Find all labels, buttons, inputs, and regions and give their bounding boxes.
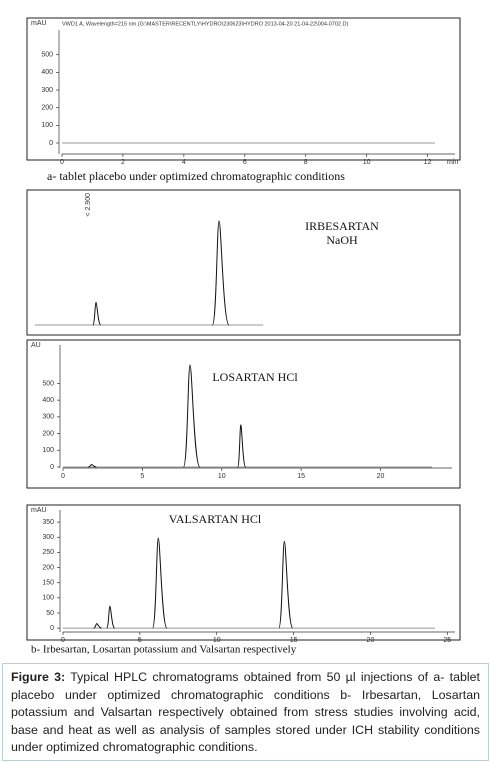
x-tick-label: 25 <box>443 637 451 644</box>
x-tick-label: 2 <box>121 159 125 166</box>
peak <box>237 424 247 468</box>
compound-label: IRBESARTAN <box>305 219 379 233</box>
x-tick-label: 20 <box>367 637 375 644</box>
x-tick-label: 10 <box>218 473 226 480</box>
x-tick-label: 0 <box>61 637 65 644</box>
y-tick-label: 50 <box>46 610 54 617</box>
x-tick-label: 15 <box>290 637 298 644</box>
y-tick-label: 200 <box>41 105 53 112</box>
peak <box>278 540 294 629</box>
y-tick-label: 200 <box>42 430 54 437</box>
x-tick-label: 6 <box>243 159 247 166</box>
peak <box>93 623 102 629</box>
y-axis-label: AU <box>31 342 41 349</box>
y-tick-label: 500 <box>42 380 54 387</box>
peak-annotation: < 2.900 <box>85 193 92 217</box>
peak <box>106 605 116 629</box>
peak <box>92 301 102 326</box>
x-tick-label: 5 <box>140 473 144 480</box>
y-tick-label: 100 <box>42 595 54 602</box>
x-tick-label: 10 <box>213 637 221 644</box>
caption-b: b- Irbesartan, Losartan potassium and Va… <box>31 644 297 656</box>
x-tick-label: 5 <box>138 637 142 644</box>
compound-label: NaOH <box>326 233 358 247</box>
panel-frame <box>26 504 461 641</box>
peak <box>183 364 201 468</box>
y-tick-label: 100 <box>41 122 53 129</box>
y-tick-label: 0 <box>50 464 54 471</box>
y-tick-label: 350 <box>42 519 54 526</box>
compound-label: VALSARTAN HCl <box>169 512 262 526</box>
y-tick-label: 100 <box>42 447 54 454</box>
panel-frame <box>26 17 461 161</box>
x-tick-label: 0 <box>60 159 64 166</box>
panel-frame <box>26 189 461 336</box>
peak <box>152 537 168 629</box>
y-tick-label: 300 <box>42 414 54 421</box>
y-tick-label: 400 <box>42 397 54 404</box>
y-tick-label: 200 <box>42 564 54 571</box>
peak <box>88 463 97 468</box>
y-tick-label: 0 <box>49 140 53 147</box>
x-axis-label: min <box>447 159 458 166</box>
y-tick-label: 0 <box>50 625 54 632</box>
y-tick-label: 150 <box>42 580 54 587</box>
y-axis-label: mAU <box>31 507 47 514</box>
x-tick-label: 0 <box>61 473 65 480</box>
y-tick-label: 300 <box>41 87 53 94</box>
y-tick-label: 400 <box>41 69 53 76</box>
x-tick-label: 10 <box>363 159 371 166</box>
x-tick-label: 12 <box>424 159 432 166</box>
caption-text: Typical HPLC chromatograms obtained from… <box>11 670 480 755</box>
caption-label: Figure 3: <box>11 670 66 684</box>
y-tick-label: 500 <box>41 52 53 59</box>
figure: a- tablet placebo under optimized chroma… <box>26 17 461 656</box>
y-tick-label: 300 <box>42 534 54 541</box>
y-tick-label: 250 <box>42 549 54 556</box>
panel-header: VWD1 A, Wavelength=215 nm (G:\MASTER\REC… <box>62 21 348 27</box>
x-tick-label: 4 <box>182 159 186 166</box>
figure-caption: Figure 3: Typical HPLC chromatograms obt… <box>2 663 489 761</box>
x-tick-label: 20 <box>377 473 385 480</box>
caption-a: a- tablet placebo under optimized chroma… <box>47 169 345 183</box>
panel-frame <box>26 339 461 489</box>
x-tick-label: 8 <box>304 159 308 166</box>
peak <box>211 220 230 326</box>
compound-label: LOSARTAN HCl <box>212 370 298 384</box>
x-tick-label: 15 <box>297 473 305 480</box>
y-axis-label: mAU <box>31 20 47 27</box>
